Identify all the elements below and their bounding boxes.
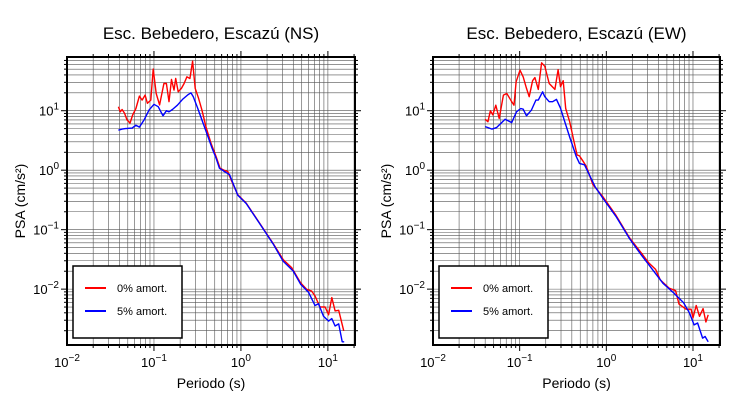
- x-tick-label: 100: [231, 353, 251, 370]
- series-line-0pct: [484, 62, 709, 323]
- x-tick-label: 101: [318, 353, 338, 370]
- y-tick-label: 101: [405, 102, 425, 119]
- y-tick-label: 10−1: [399, 221, 425, 238]
- y-tick-label: 10−2: [399, 280, 425, 297]
- legend: 0% amort. 5% amort.: [72, 265, 183, 339]
- x-tick-label: 10−1: [141, 353, 167, 370]
- plot-frame: [66, 56, 356, 346]
- series-line-5pct: [118, 92, 345, 343]
- y-tick-label: 100: [39, 161, 59, 178]
- legend-label: 5% amort.: [483, 306, 533, 318]
- x-tick-label: 101: [683, 353, 703, 370]
- x-tick-label: 10−2: [420, 353, 446, 370]
- legend-label: 0% amort.: [117, 283, 167, 295]
- chart-title: Esc. Bebedero, Escazú (EW): [466, 24, 686, 43]
- legend-label: 5% amort.: [117, 306, 167, 318]
- y-tick-label: 100: [405, 161, 425, 178]
- x-tick-label: 100: [596, 353, 616, 370]
- x-tick-label: 10−2: [54, 353, 80, 370]
- series-line-0pct: [117, 60, 345, 331]
- y-tick-label: 101: [39, 102, 59, 119]
- chart-ew: 10−2 10−1 100 101 101 100 10−1 10−2 Esc. Bebeder…: [378, 24, 726, 391]
- chart-title: Esc. Bebedero, Escazú (NS): [103, 24, 319, 43]
- y-axis-label: PSA (cm/s²): [12, 164, 28, 239]
- y-tick-label: 10−2: [33, 280, 59, 297]
- legend-box: [72, 265, 183, 339]
- legend-label: 0% amort.: [483, 283, 533, 295]
- x-tick-label: 10−1: [507, 353, 533, 370]
- legend-box: [438, 265, 549, 339]
- x-axis-label: Periodo (s): [542, 375, 610, 391]
- chart-ns: 10−2 10−1 100 101 101 100 10−1 10−2 Esc. Bebeder…: [12, 24, 361, 391]
- legend: 0% amort. 5% amort.: [438, 265, 549, 339]
- y-tick-label: 10−1: [33, 221, 59, 238]
- y-axis-label: PSA (cm/s²): [378, 164, 394, 239]
- plot-frame: [432, 56, 721, 346]
- series-line-5pct: [484, 91, 709, 343]
- x-axis-label: Periodo (s): [177, 375, 245, 391]
